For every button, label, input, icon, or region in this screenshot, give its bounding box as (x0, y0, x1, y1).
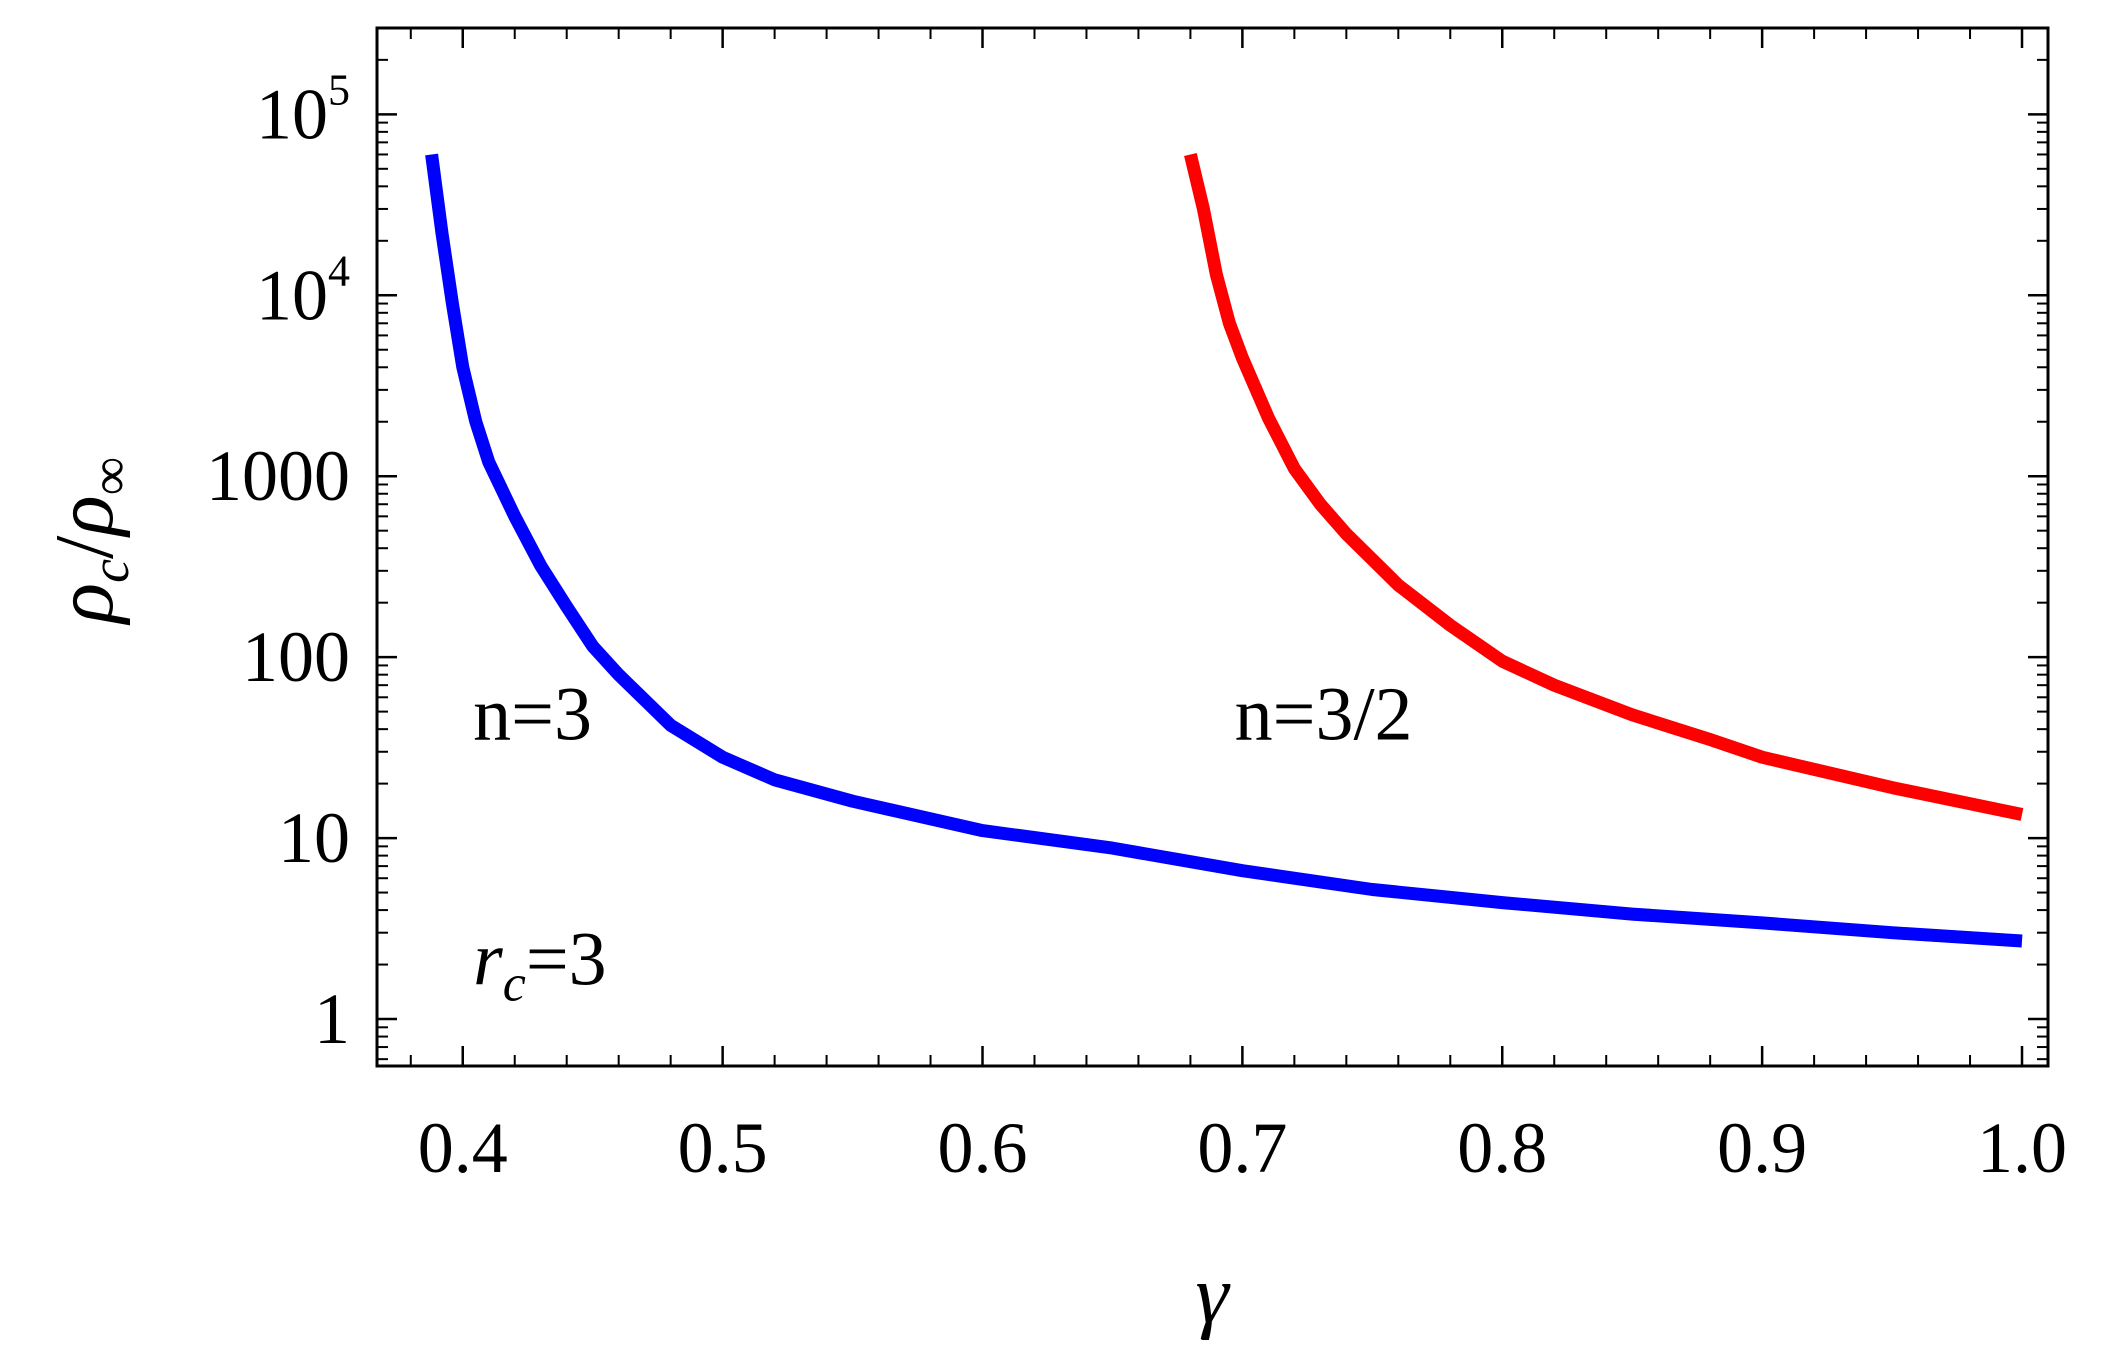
x-axis-label: γ (1195, 1248, 1230, 1341)
svg-text:ρc/ρ∞: ρc/ρ∞ (38, 457, 140, 626)
y-tick-label: 10 (278, 798, 350, 878)
x-tick-label: 0.7 (1197, 1108, 1287, 1188)
y-tick-label: 1 (314, 979, 350, 1059)
x-tick-label: 0.6 (938, 1108, 1028, 1188)
y-axis-label: ρc/ρ∞ (38, 457, 140, 626)
x-tick-label: 0.4 (418, 1108, 508, 1188)
x-tick-label: 0.9 (1717, 1108, 1807, 1188)
y-tick-label: 105 (256, 65, 350, 154)
y-label-rho-2: ρ (38, 495, 131, 538)
y-label-sub-inf: ∞ (80, 457, 140, 496)
annotation-2: n=3/2 (1235, 673, 1413, 757)
annotation-1: n=3 (473, 673, 592, 757)
y-tick-label: 100 (242, 617, 350, 697)
plot-frame (375, 26, 2050, 1068)
series-line-1 (425, 153, 2023, 948)
y-tick-label: 1000 (206, 436, 350, 516)
y-tick-label: 104 (256, 246, 350, 335)
y-label-rho-1: ρ (38, 583, 131, 626)
x-tick-label: 0.8 (1457, 1108, 1547, 1188)
annotations: n=3 n=3/2 rc=3 (473, 673, 1412, 1013)
y-tick-labels: 1 10 100 1000 104 105 (206, 65, 350, 1059)
x-tick-label: 0.5 (678, 1108, 768, 1188)
axis-ticks (377, 27, 2048, 1066)
annotation-3: rc=3 (473, 918, 607, 1013)
y-label-sub-c: c (80, 559, 140, 583)
x-tick-label: 1.0 (1977, 1108, 2067, 1188)
y-label-slash: / (38, 535, 131, 559)
x-tick-labels: 0.4 0.5 0.6 0.7 0.8 0.9 1.0 (418, 1108, 2067, 1188)
series-lines (425, 152, 2024, 948)
series-line-2 (1184, 152, 2024, 821)
